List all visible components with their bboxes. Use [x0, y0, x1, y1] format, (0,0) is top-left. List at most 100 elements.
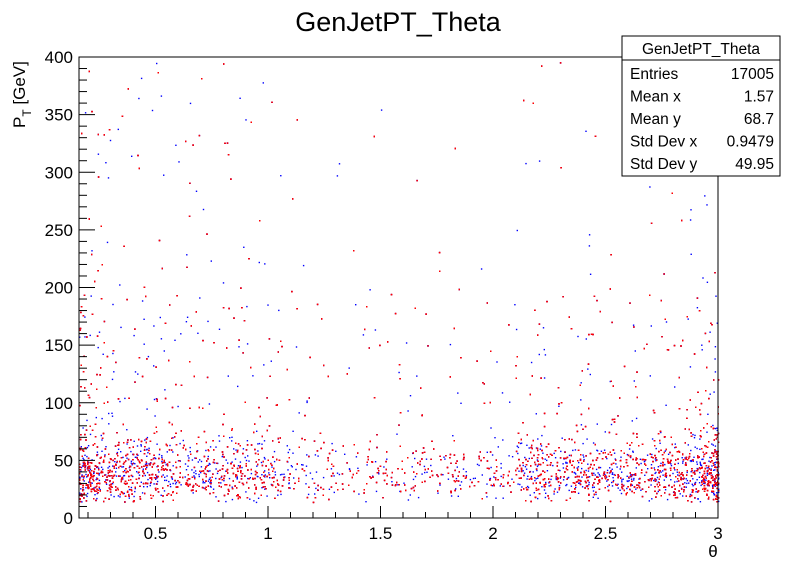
data-point — [640, 462, 642, 465]
data-point — [278, 309, 280, 312]
data-point — [682, 462, 684, 464]
data-point — [257, 450, 259, 452]
data-point — [95, 478, 97, 481]
data-point — [273, 450, 276, 453]
data-point — [698, 482, 701, 484]
data-point — [386, 458, 388, 460]
data-point — [670, 479, 672, 481]
data-point — [107, 467, 109, 469]
data-point — [375, 490, 378, 493]
data-point — [207, 470, 210, 473]
data-point — [693, 437, 696, 439]
data-point — [396, 433, 398, 435]
data-point — [674, 469, 676, 471]
data-point — [218, 328, 221, 330]
data-point — [86, 492, 89, 495]
data-point — [84, 316, 86, 318]
data-point — [182, 439, 184, 442]
data-point — [398, 371, 400, 374]
data-point — [84, 112, 87, 114]
data-point — [357, 467, 359, 469]
data-point — [613, 452, 616, 454]
data-point — [674, 443, 676, 445]
data-point — [716, 492, 718, 494]
data-point — [142, 468, 144, 470]
data-point — [193, 475, 195, 477]
data-point — [633, 474, 635, 476]
data-point — [634, 350, 636, 352]
data-point — [151, 109, 154, 112]
data-point — [620, 492, 623, 495]
data-point — [674, 386, 676, 388]
data-point — [314, 454, 317, 456]
data-point — [187, 455, 189, 457]
data-point — [158, 453, 161, 456]
data-point — [96, 477, 98, 479]
data-point — [86, 455, 88, 458]
data-point — [163, 350, 165, 352]
data-point — [578, 461, 580, 464]
data-point — [98, 474, 100, 476]
data-point — [137, 373, 139, 375]
data-point — [417, 496, 420, 499]
data-point — [302, 264, 305, 267]
data-point — [187, 465, 189, 467]
data-point — [155, 457, 157, 460]
data-point — [600, 450, 603, 452]
data-point — [517, 452, 519, 455]
data-point — [570, 485, 573, 487]
data-point — [86, 446, 89, 449]
data-point — [97, 453, 99, 456]
data-point — [164, 476, 166, 478]
data-point — [88, 470, 91, 472]
data-point — [499, 485, 501, 487]
data-point — [365, 501, 367, 503]
data-point — [554, 457, 557, 459]
data-point — [502, 439, 504, 441]
data-point — [85, 473, 87, 476]
data-point — [606, 480, 608, 482]
data-point — [700, 464, 703, 467]
data-point — [399, 490, 401, 493]
data-point — [585, 338, 587, 340]
data-point — [298, 412, 300, 414]
data-point — [696, 307, 699, 309]
data-point — [383, 466, 385, 468]
data-point — [561, 437, 563, 439]
data-point — [194, 457, 196, 459]
data-point — [501, 392, 504, 394]
data-point — [478, 464, 480, 467]
data-point — [626, 487, 628, 490]
data-point — [699, 461, 701, 463]
data-point — [611, 472, 614, 474]
data-point — [660, 471, 662, 473]
data-point — [153, 483, 155, 485]
data-point — [246, 343, 249, 345]
data-point — [579, 482, 581, 484]
data-point — [122, 456, 124, 459]
data-point — [336, 472, 339, 474]
data-point — [82, 463, 85, 465]
data-point — [538, 160, 541, 162]
data-point — [611, 473, 613, 475]
data-point — [348, 468, 351, 470]
data-point — [306, 401, 308, 404]
data-point — [305, 483, 307, 485]
data-point — [242, 448, 245, 450]
data-point — [444, 458, 446, 460]
data-point — [690, 459, 693, 462]
data-point — [662, 474, 664, 476]
data-point — [140, 77, 143, 80]
data-point — [172, 465, 174, 467]
data-point — [355, 456, 358, 458]
data-point — [98, 487, 101, 490]
data-point — [692, 460, 694, 462]
data-point — [644, 460, 646, 462]
data-point — [202, 208, 205, 211]
data-point — [161, 456, 163, 459]
data-point — [550, 478, 552, 481]
data-point — [86, 419, 88, 422]
data-point — [236, 476, 238, 478]
data-point — [243, 246, 245, 248]
data-point — [159, 316, 161, 319]
